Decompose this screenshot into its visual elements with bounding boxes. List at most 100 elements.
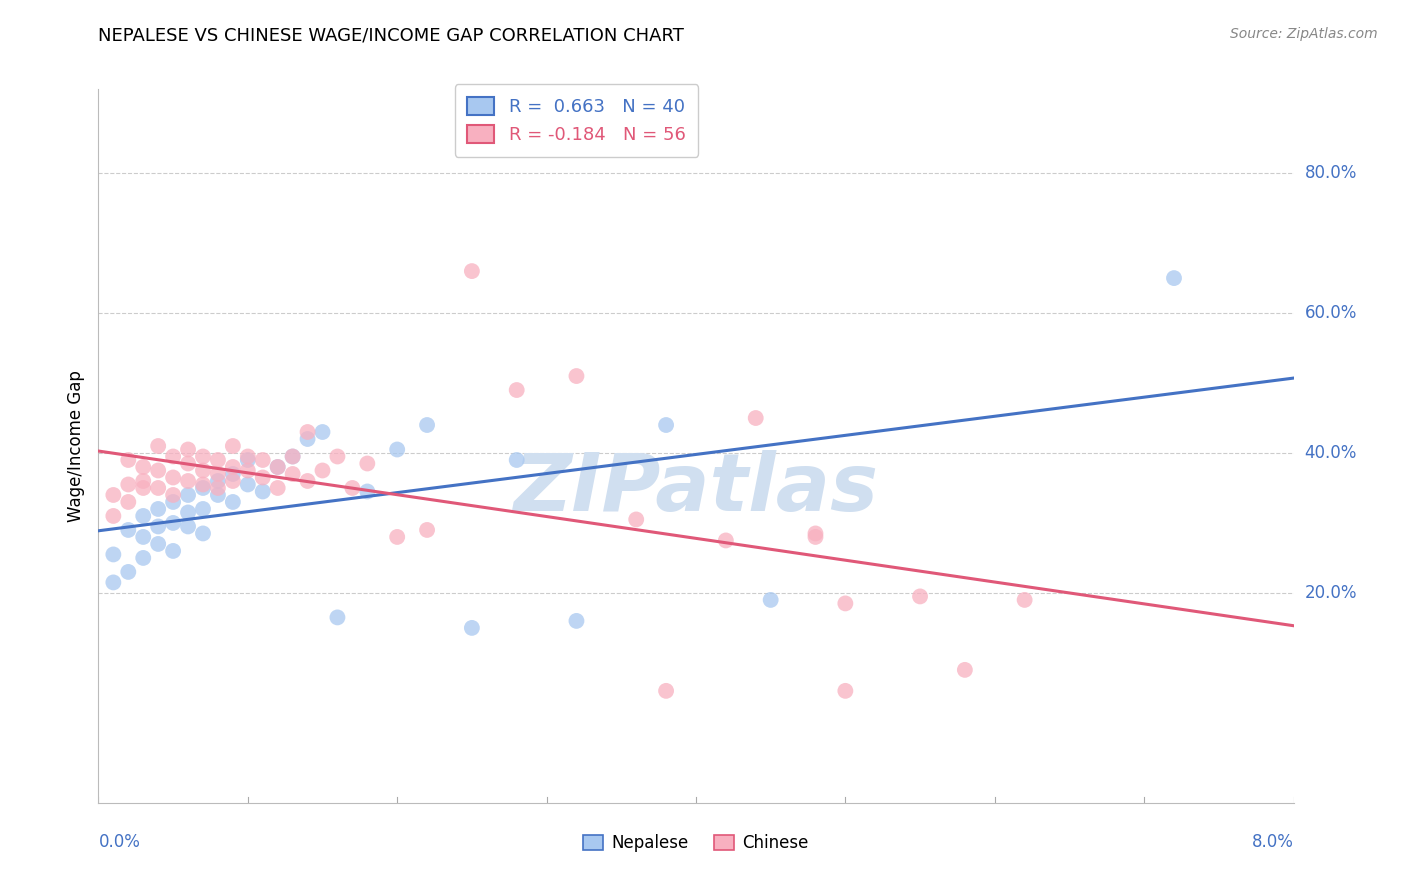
Point <box>117 477 139 491</box>
Point <box>103 548 125 562</box>
Point <box>162 516 184 530</box>
Point <box>655 684 678 698</box>
Point <box>252 470 274 484</box>
Point <box>461 264 484 278</box>
Text: 20.0%: 20.0% <box>1305 584 1357 602</box>
Point <box>326 610 349 624</box>
Point <box>222 495 245 509</box>
Point <box>132 481 155 495</box>
Point <box>117 495 139 509</box>
Point <box>177 488 200 502</box>
Point <box>626 512 648 526</box>
Point <box>804 526 827 541</box>
Point <box>236 450 259 464</box>
Point <box>267 460 290 475</box>
Point <box>132 550 155 565</box>
Point <box>236 453 259 467</box>
Point <box>1014 593 1036 607</box>
Point <box>311 425 333 439</box>
Point <box>655 417 678 432</box>
Point <box>506 383 529 397</box>
Point <box>745 411 768 425</box>
Point <box>177 506 200 520</box>
Point <box>117 453 139 467</box>
Point <box>342 481 364 495</box>
Point <box>191 502 214 516</box>
Point <box>356 484 378 499</box>
Point <box>565 614 588 628</box>
Point <box>297 432 319 446</box>
Point <box>297 474 319 488</box>
Point <box>191 477 214 491</box>
Point <box>177 474 200 488</box>
Point <box>281 467 304 481</box>
Point <box>326 450 349 464</box>
Point <box>207 488 229 502</box>
Point <box>222 460 245 475</box>
Point <box>132 508 155 523</box>
Point <box>834 596 856 610</box>
Text: 80.0%: 80.0% <box>1305 164 1357 182</box>
Point <box>162 470 184 484</box>
Point <box>132 530 155 544</box>
Point <box>1163 271 1185 285</box>
Y-axis label: Wage/Income Gap: Wage/Income Gap <box>66 370 84 522</box>
Point <box>252 484 274 499</box>
Point <box>177 442 200 457</box>
Point <box>267 460 290 475</box>
Point <box>148 463 170 477</box>
Point <box>565 369 588 384</box>
Point <box>416 417 439 432</box>
Point <box>191 463 214 477</box>
Point <box>103 508 125 523</box>
Point <box>148 519 170 533</box>
Point <box>207 474 229 488</box>
Point <box>148 537 170 551</box>
Point <box>834 684 856 698</box>
Point <box>132 474 155 488</box>
Text: NEPALESE VS CHINESE WAGE/INCOME GAP CORRELATION CHART: NEPALESE VS CHINESE WAGE/INCOME GAP CORR… <box>98 27 685 45</box>
Point <box>281 450 304 464</box>
Point <box>162 450 184 464</box>
Point <box>162 495 184 509</box>
Point <box>162 488 184 502</box>
Point <box>148 502 170 516</box>
Point <box>103 488 125 502</box>
Point <box>461 621 484 635</box>
Text: Source: ZipAtlas.com: Source: ZipAtlas.com <box>1230 27 1378 41</box>
Legend: Nepalese, Chinese: Nepalese, Chinese <box>576 828 815 859</box>
Point <box>207 453 229 467</box>
Point <box>506 453 529 467</box>
Point <box>177 457 200 471</box>
Point <box>236 463 259 477</box>
Point <box>953 663 976 677</box>
Point <box>222 467 245 481</box>
Point <box>236 477 259 491</box>
Point <box>356 457 378 471</box>
Point <box>908 590 931 604</box>
Point <box>162 544 184 558</box>
Point <box>385 442 409 457</box>
Text: 0.0%: 0.0% <box>98 833 141 851</box>
Point <box>117 565 139 579</box>
Text: 60.0%: 60.0% <box>1305 304 1357 322</box>
Text: 8.0%: 8.0% <box>1251 833 1294 851</box>
Point <box>385 530 409 544</box>
Point <box>148 481 170 495</box>
Point <box>222 439 245 453</box>
Point <box>207 481 229 495</box>
Point <box>191 481 214 495</box>
Text: 40.0%: 40.0% <box>1305 444 1357 462</box>
Point <box>297 425 319 439</box>
Point <box>252 453 274 467</box>
Point <box>103 575 125 590</box>
Point <box>222 474 245 488</box>
Point <box>177 519 200 533</box>
Point <box>117 523 139 537</box>
Point <box>148 439 170 453</box>
Point <box>714 533 737 548</box>
Text: ZIPatlas: ZIPatlas <box>513 450 879 528</box>
Point <box>416 523 439 537</box>
Point <box>311 463 333 477</box>
Point <box>804 530 827 544</box>
